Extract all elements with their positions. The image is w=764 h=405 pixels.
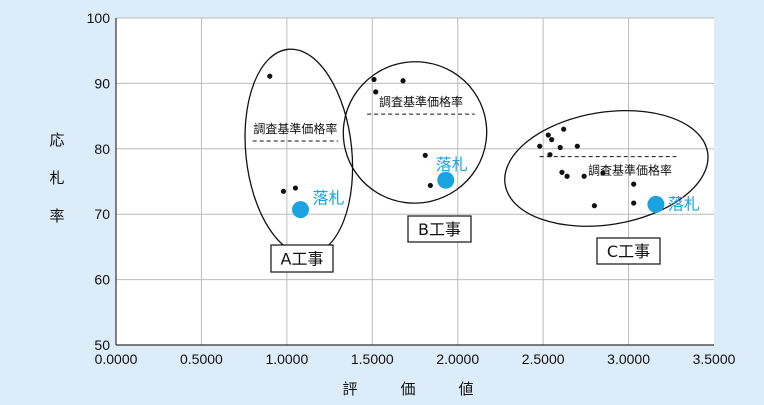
winning-bid-point	[292, 201, 310, 219]
x-tick-label: 2.5000	[522, 351, 565, 367]
winning-bid-point	[647, 195, 665, 213]
group-ellipse	[504, 109, 709, 227]
x-tick-label: 3.0000	[607, 351, 650, 367]
x-tick-labels: 0.0000 0.5000 1.0000 1.5000 2.0000 2.5000 3.00…	[95, 351, 736, 367]
y-tick-label: 60	[94, 272, 110, 288]
bid-point	[561, 126, 567, 132]
x-tick-label: 1.0000	[265, 351, 308, 367]
x-tick-label: 2.0000	[436, 351, 479, 367]
bid-point	[591, 203, 598, 209]
winning-bid-point	[437, 171, 455, 189]
group-label-box	[270, 244, 334, 273]
y-axis-label-char: 札	[49, 169, 64, 187]
winning-bid-label: 落札	[436, 155, 468, 174]
reference-rate-label: 調査基準価格率	[379, 94, 463, 109]
bid-point	[400, 78, 406, 84]
bid-point	[422, 152, 428, 158]
reference-rate-label: 調査基準価格率	[253, 121, 337, 136]
y-tick-label: 100	[87, 10, 111, 26]
bid-point	[427, 182, 433, 189]
group-label: A工事	[281, 250, 324, 269]
x-tick-label: 3.5000	[693, 351, 736, 367]
grid-lines	[116, 17, 714, 345]
group-label-box	[596, 237, 661, 265]
x-tick-label: 1.5000	[351, 351, 394, 367]
bid-point	[631, 200, 637, 206]
bid-point	[373, 89, 379, 95]
group-ellipse	[342, 61, 488, 204]
y-axis-label-char: 応	[49, 131, 64, 149]
bid-point	[545, 132, 551, 138]
axes	[115, 18, 714, 346]
bid-point	[292, 185, 298, 191]
bid-point	[267, 73, 273, 79]
bid-point	[559, 169, 565, 175]
y-tick-label: 70	[94, 206, 110, 222]
x-tick-label: 0.5000	[180, 351, 223, 367]
group-label: C工事	[607, 242, 650, 261]
bid-point	[371, 76, 377, 83]
y-axis-label: 応札率	[49, 131, 64, 225]
bid-point	[280, 188, 287, 194]
bid-point	[564, 173, 570, 179]
y-tick-label: 90	[94, 75, 110, 91]
plot-area	[116, 18, 714, 345]
bid-point	[537, 143, 543, 149]
bid-point	[581, 173, 587, 179]
bid-point	[574, 143, 580, 149]
bid-point	[631, 181, 637, 187]
y-axis-label-char: 率	[49, 207, 64, 225]
y-tick-label: 80	[94, 141, 110, 157]
reference-rate-label: 調査基準価格率	[588, 163, 672, 178]
x-axis-label: 評 価 値	[342, 380, 487, 398]
y-tick-label: 50	[94, 337, 110, 353]
winning-bid-label: 落札	[313, 189, 345, 208]
y-tick-labels: 50 60 70 80 90 100	[87, 10, 111, 353]
bid-point	[600, 170, 606, 176]
bid-point	[549, 137, 555, 143]
x-tick-label: 0.0000	[95, 351, 138, 367]
bid-point	[547, 152, 553, 158]
group-label-box	[407, 215, 472, 243]
group-label: B工事	[418, 220, 461, 239]
bid-point	[557, 144, 563, 151]
winning-bid-label: 落札	[668, 194, 700, 213]
